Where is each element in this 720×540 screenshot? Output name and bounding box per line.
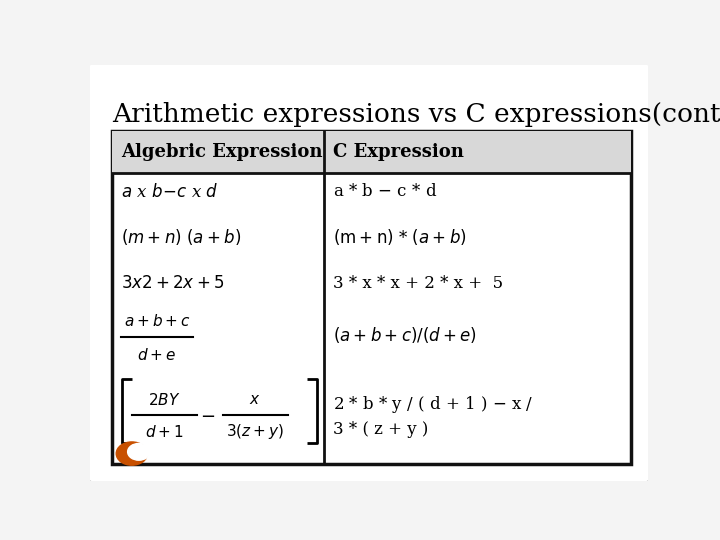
Text: 3 * x * x + 2 * x +  5: 3 * x * x + 2 * x + 5 — [333, 275, 503, 292]
Text: $3x2 + 2x + 5$: $3x2 + 2x + 5$ — [121, 275, 224, 292]
Text: $a+b+c$: $a+b+c$ — [124, 313, 190, 328]
Text: $-$: $-$ — [200, 406, 215, 424]
FancyBboxPatch shape — [87, 63, 651, 483]
Text: 3 * ( z + y ): 3 * ( z + y ) — [333, 421, 428, 438]
Text: Algebric Expression: Algebric Expression — [121, 143, 322, 161]
Bar — [112, 131, 631, 464]
Text: $d+e$: $d+e$ — [138, 347, 176, 363]
Text: $x$: $x$ — [249, 393, 261, 407]
Text: $(m + n)$ $(a + b)$: $(m + n)$ $(a + b)$ — [121, 227, 240, 247]
Circle shape — [116, 442, 148, 465]
Text: $d+1$: $d+1$ — [145, 424, 184, 440]
Text: a * b $-$ c * d: a * b $-$ c * d — [333, 183, 437, 200]
Circle shape — [127, 443, 150, 460]
Text: $2BY$: $2BY$ — [148, 392, 181, 408]
Text: Arithmetic expressions vs C expressions(cont..): Arithmetic expressions vs C expressions(… — [112, 102, 720, 127]
Text: 2 * b * y / ( d + 1 ) $-$ x /: 2 * b * y / ( d + 1 ) $-$ x / — [333, 394, 534, 415]
Text: $3(z+y)$: $3(z+y)$ — [226, 422, 284, 442]
Text: $a$ x $b\!-\!c$ x $d$: $a$ x $b\!-\!c$ x $d$ — [121, 183, 218, 201]
Text: $(\mathrm{m}+\mathrm{n})$ * $(a + b)$: $(\mathrm{m}+\mathrm{n})$ * $(a + b)$ — [333, 227, 467, 247]
Bar — [112, 131, 631, 173]
Text: C Expression: C Expression — [333, 143, 464, 161]
Text: $(a+b+c)/(d+e)$: $(a+b+c)/(d+e)$ — [333, 325, 477, 345]
